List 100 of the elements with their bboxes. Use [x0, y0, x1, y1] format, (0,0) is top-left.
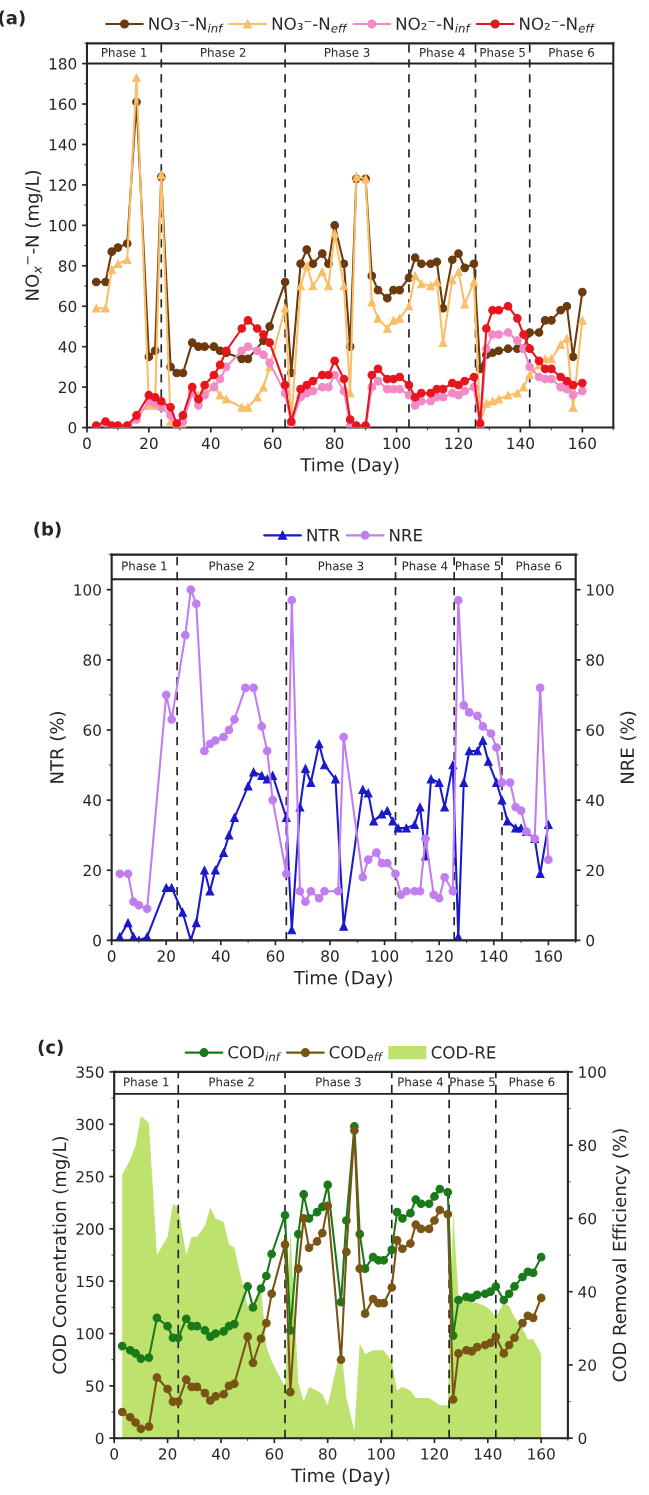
point — [426, 774, 436, 784]
point — [134, 900, 144, 910]
annotation: Phase 4 — [398, 1077, 444, 1087]
point — [503, 816, 512, 826]
point — [219, 732, 228, 742]
point — [219, 848, 228, 858]
point — [434, 778, 444, 787]
point — [402, 823, 411, 833]
y2-axis-title: COD Removal Efficiency (%) — [612, 1129, 630, 1382]
y-tick-label: 80 — [58, 260, 77, 272]
annotation: Phase 1 — [124, 1077, 169, 1087]
point — [123, 918, 133, 928]
y-tick-label: 160 — [49, 98, 77, 111]
y-tick-label: 140 — [49, 138, 77, 151]
point — [535, 683, 545, 693]
legend-label: COD$_{inf}$ — [228, 1045, 282, 1062]
point — [483, 757, 493, 766]
point — [391, 869, 400, 879]
y-tick-label: 200 — [76, 1223, 104, 1235]
x-tick-label: 100 — [383, 437, 411, 450]
annotation: Phase 1 — [122, 561, 167, 571]
point — [421, 834, 430, 844]
point — [448, 886, 458, 896]
y-tick-label: 0 — [95, 1432, 104, 1445]
x-tick-label: 140 — [507, 437, 534, 450]
point — [358, 785, 368, 794]
annotation: Phase 3 — [318, 561, 364, 571]
x-tick-label: 40 — [211, 1448, 230, 1460]
point — [268, 795, 278, 805]
point — [123, 869, 133, 879]
point — [372, 848, 381, 858]
x-tick-label: 60 — [264, 437, 282, 450]
point — [459, 701, 469, 710]
y2-tick-label: 60 — [586, 724, 604, 736]
y-axis-title: COD Concentration (mg/L) — [52, 1137, 70, 1374]
point — [473, 746, 482, 756]
x-tick-label: 100 — [371, 950, 399, 962]
annotation: Phase 2 — [201, 47, 246, 57]
point — [402, 886, 411, 896]
point — [339, 732, 348, 742]
x-tick-label: 0 — [107, 950, 116, 962]
y-tick-label: 250 — [76, 1171, 104, 1183]
point — [333, 886, 343, 896]
point — [440, 872, 449, 882]
x-axis-title: Time (Day) — [293, 970, 392, 988]
point — [230, 715, 239, 724]
point — [211, 865, 220, 875]
point — [492, 743, 501, 752]
point — [142, 904, 152, 914]
point — [186, 585, 196, 595]
y-tick-label: 40 — [58, 341, 77, 353]
point — [505, 778, 515, 787]
point — [224, 725, 234, 735]
y2-tick-label: 0 — [578, 1432, 587, 1445]
point — [464, 708, 474, 717]
point — [211, 736, 220, 745]
y2-tick-label: 60 — [578, 1212, 597, 1225]
point — [257, 771, 267, 780]
point — [497, 795, 507, 805]
x-tick-label: 160 — [535, 950, 562, 962]
y2-tick-label: 100 — [579, 1066, 606, 1078]
point — [241, 683, 250, 693]
point — [200, 746, 209, 756]
legend-label: NRE — [390, 529, 422, 542]
point — [115, 932, 125, 941]
point — [306, 886, 316, 896]
y2-tick-label: 100 — [587, 584, 614, 596]
y-tick-label: 150 — [77, 1275, 104, 1288]
x-tick-label: 120 — [445, 437, 473, 450]
y2-tick-label: 40 — [586, 794, 604, 807]
point — [257, 722, 267, 731]
point — [453, 932, 463, 941]
legend-label: NTR — [307, 529, 340, 542]
x-tick-label: 20 — [158, 1448, 177, 1460]
point — [453, 595, 463, 605]
y2-tick-label: 80 — [586, 654, 604, 666]
point — [544, 855, 553, 865]
annotation: Phase 4 — [402, 561, 448, 571]
point — [178, 907, 187, 917]
point — [478, 722, 488, 731]
annotation: Phase 5 — [450, 1077, 495, 1087]
annotation: Phase 3 — [316, 1077, 361, 1087]
point — [301, 764, 310, 773]
legend-label: NO₂⁻-N$_{eff}$ — [520, 17, 596, 33]
point — [243, 781, 253, 791]
point — [516, 806, 526, 815]
point — [314, 893, 324, 903]
point — [191, 599, 201, 609]
point — [262, 746, 272, 756]
y2-tick-label: 20 — [578, 1359, 597, 1371]
point — [497, 778, 507, 787]
point — [473, 711, 482, 721]
y-axis-title: NTR (%) — [49, 712, 66, 783]
x-tick-label: 160 — [569, 437, 596, 450]
y-tick-label: 0 — [93, 934, 101, 947]
point — [434, 893, 444, 903]
point — [369, 816, 379, 826]
x-tick-label: 80 — [325, 437, 344, 450]
point — [287, 595, 297, 605]
text: (b) — [34, 521, 61, 538]
